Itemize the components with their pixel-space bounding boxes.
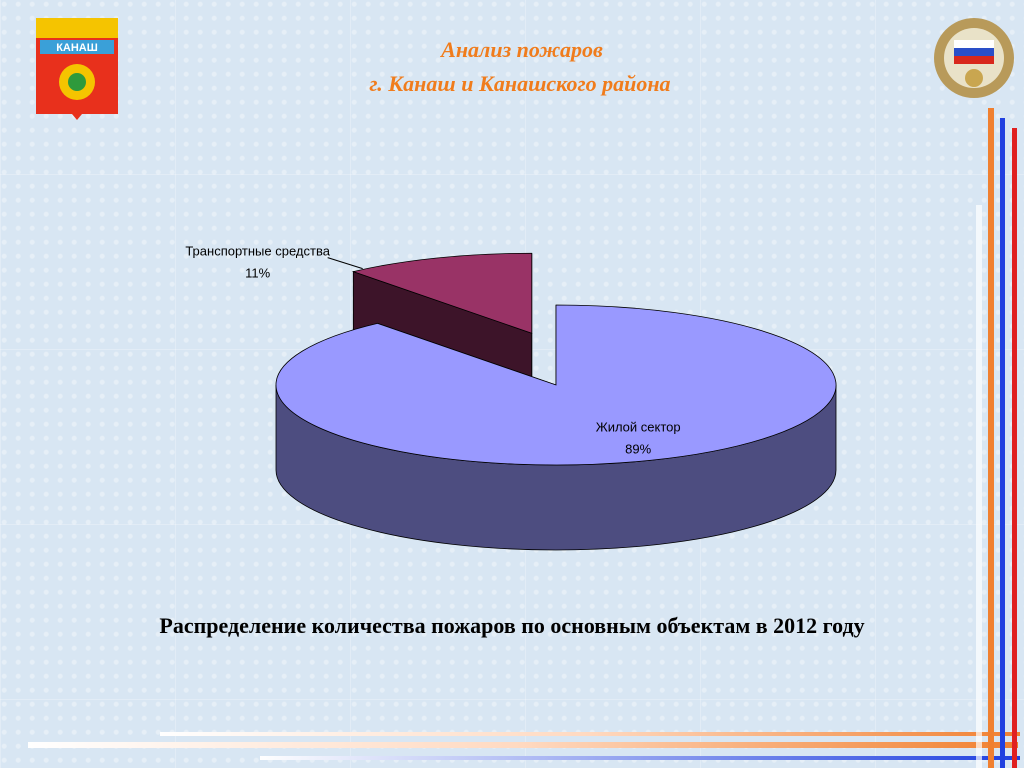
decor (28, 108, 1020, 768)
fire-service-emblem (934, 18, 1014, 98)
title: Анализ пожаров (439, 37, 603, 62)
slice (351, 252, 533, 334)
subtitle: г. Канаш и Канашского района (369, 71, 670, 96)
emblem-text: КАНАШ (56, 42, 98, 54)
pie: Транспортные средства 11% Жилой сектор 89% (185, 244, 837, 551)
caption: Распределение количества пожаров по осно… (159, 613, 864, 638)
slice-label: Жилой сектор (596, 419, 681, 434)
city-emblem: КАНАШ (36, 18, 118, 120)
leader-line (327, 257, 363, 270)
slice-value: 11% (245, 266, 270, 281)
slice-value: 89% (625, 441, 651, 456)
slice (275, 304, 837, 466)
slice-label: Транспортные средства (185, 244, 330, 259)
